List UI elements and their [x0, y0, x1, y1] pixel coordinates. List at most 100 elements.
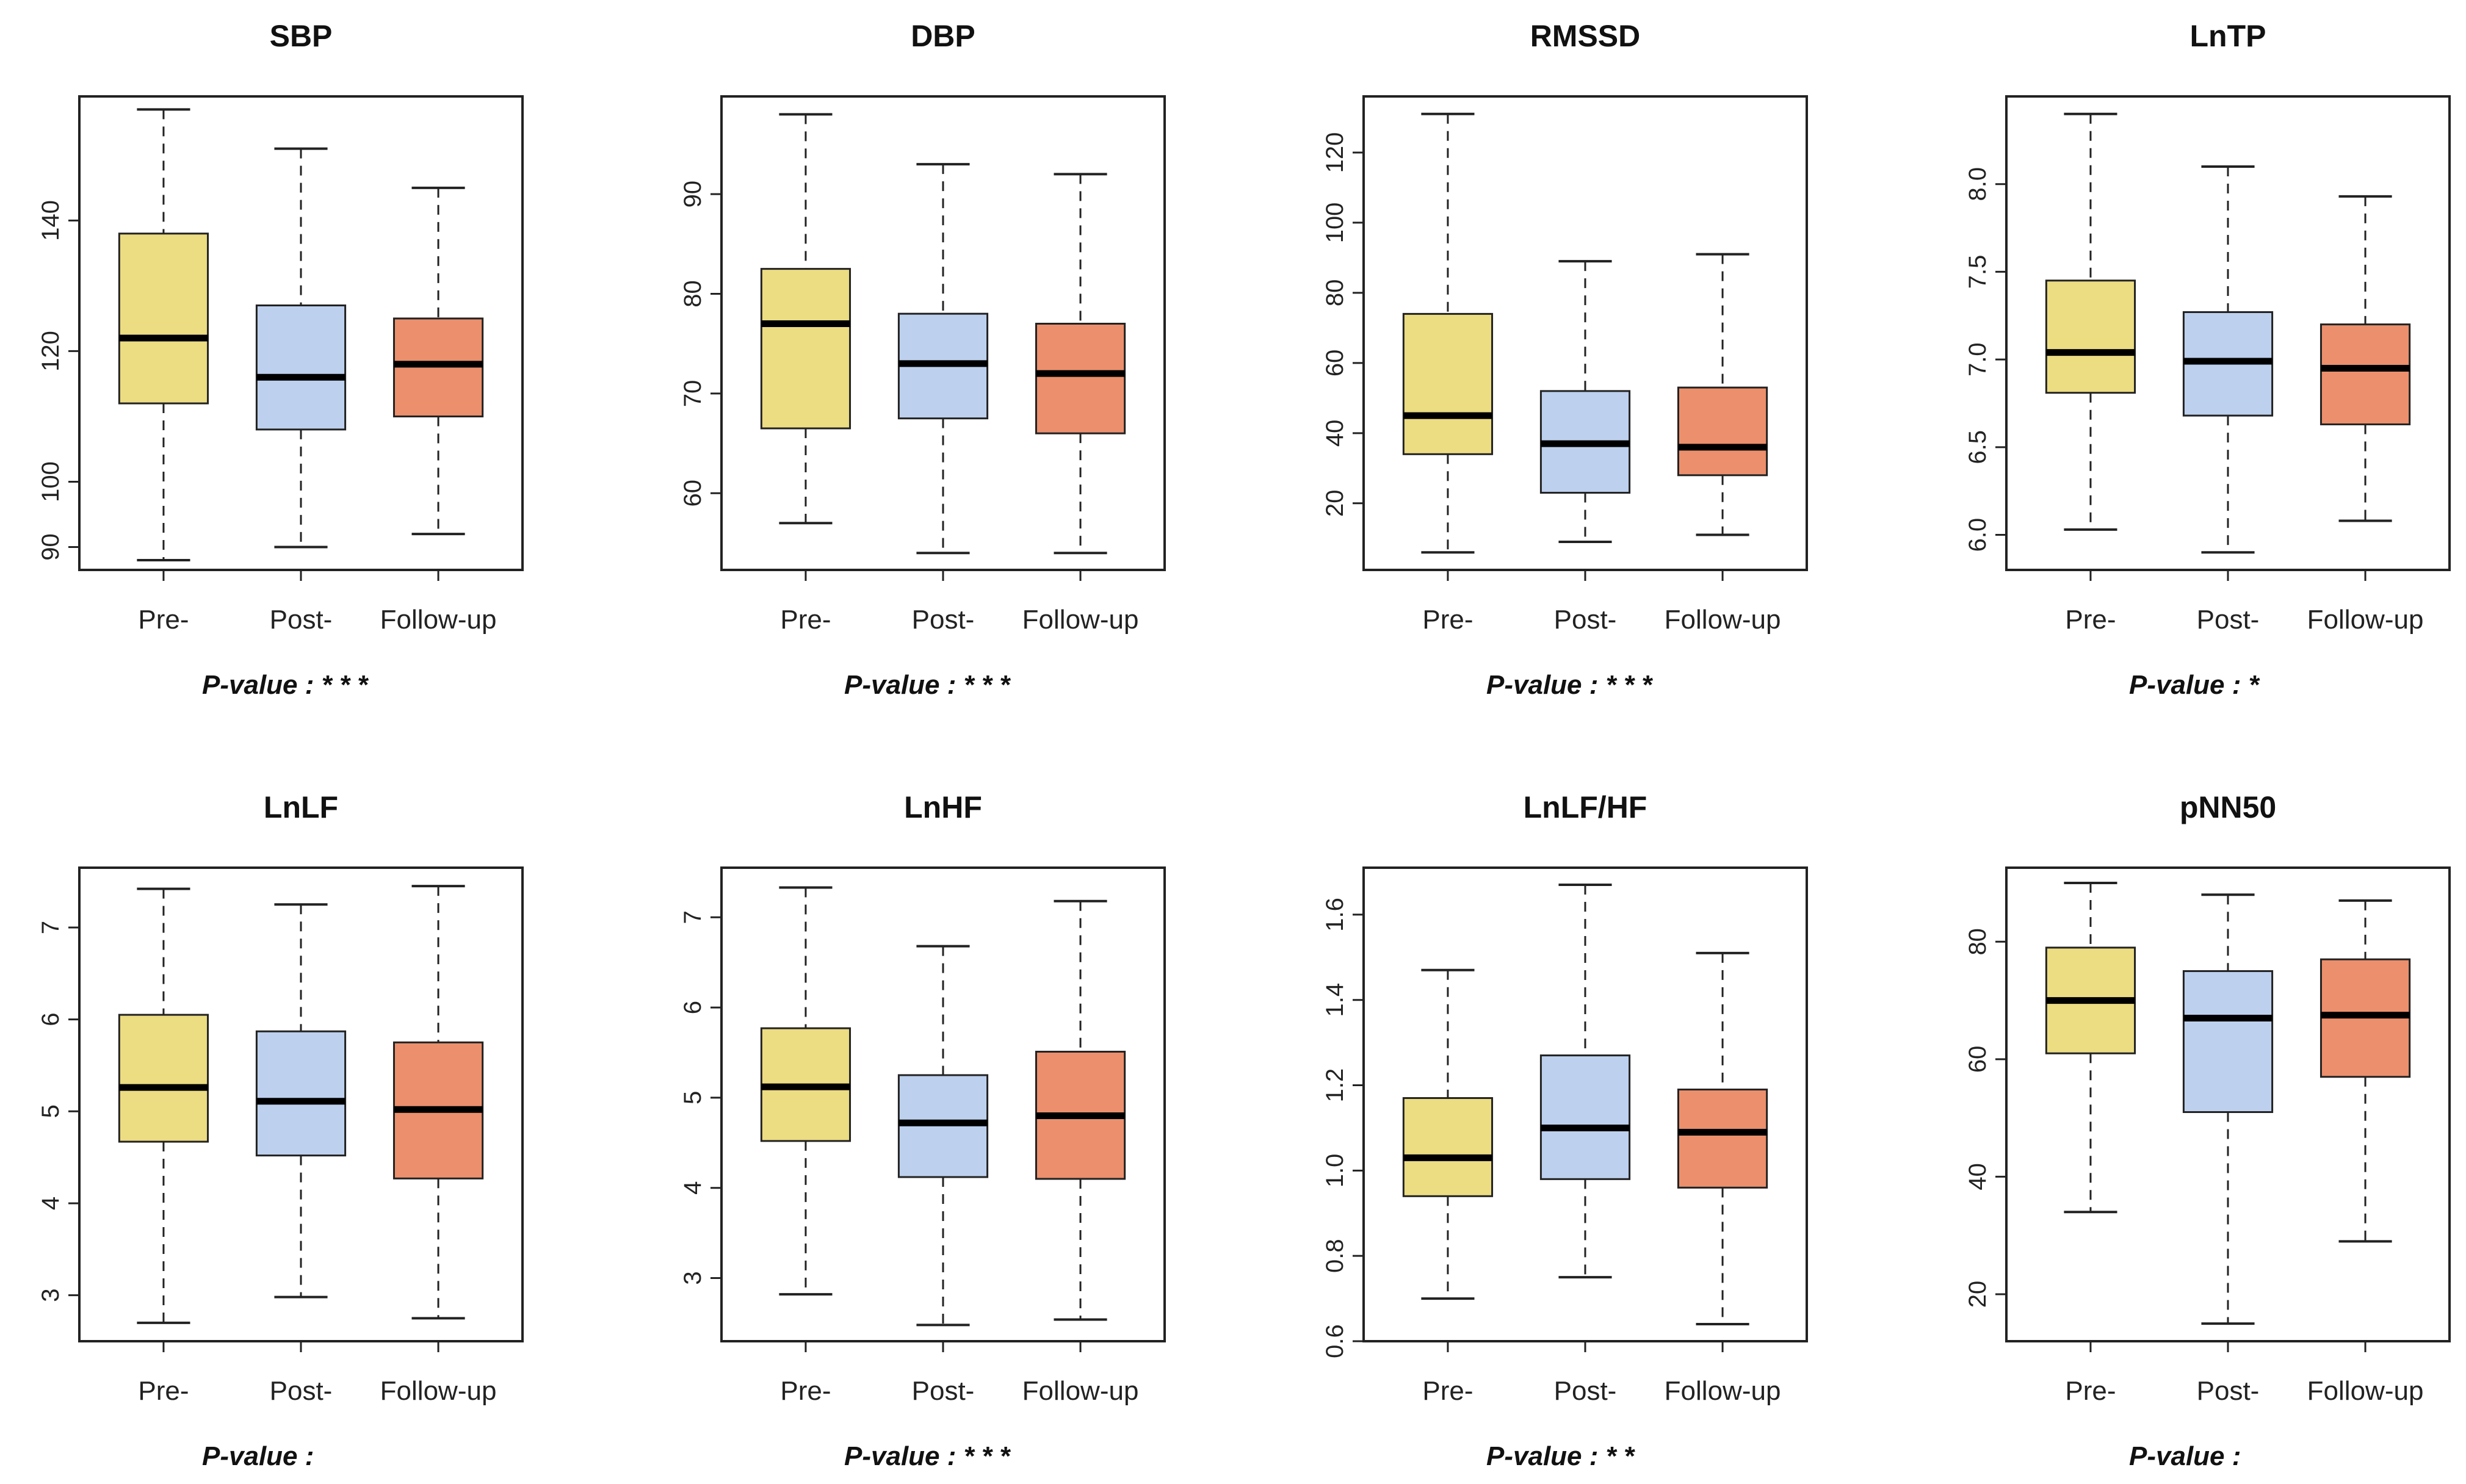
x-tick-label: Post- — [912, 1376, 975, 1406]
y-tick-label: 100 — [1322, 203, 1348, 243]
box-post — [1539, 883, 1631, 1279]
iqr-box — [1677, 386, 1768, 477]
x-tick-label: Pre- — [1422, 1376, 1473, 1406]
iqr-box — [760, 268, 852, 430]
panel-pnn50: pNN50 20 40 60 80 Pre- Post- Follow-up P-value : — [1964, 790, 2451, 1471]
x-tick-label: Pre- — [2065, 1376, 2116, 1406]
box-pre — [760, 886, 852, 1296]
box-pre — [118, 108, 209, 561]
pvalue-caption: P-value : * — [2129, 670, 2260, 700]
x-tick-label: Post- — [1554, 1376, 1617, 1406]
y-tick-label: 60 — [1964, 1046, 1991, 1073]
x-tick-label: Pre- — [780, 605, 831, 635]
x-tick-label: Pre- — [780, 1376, 831, 1406]
y-tick-label: 100 — [37, 461, 64, 502]
x-tick-label: Post- — [2197, 1376, 2260, 1406]
y-tick-label: 70 — [679, 380, 706, 408]
iqr-box — [118, 232, 209, 405]
pvalue-caption: P-value : * * — [1486, 1441, 1635, 1471]
y-tick-label: 5 — [679, 1091, 706, 1104]
iqr-box — [255, 1030, 347, 1157]
y-tick-label: 5 — [37, 1104, 64, 1118]
panel-title: LnLF/HF — [1524, 790, 1647, 824]
panel-sbp: SBP 90 100 120 140 Pre- Post- Follow-up P-value … — [37, 19, 524, 700]
box-followup — [392, 186, 484, 536]
pvalue-caption: P-value : * * * — [202, 670, 369, 700]
x-tick-label: Follow-up — [2307, 1376, 2424, 1406]
panel-title: LnTP — [2190, 19, 2266, 53]
y-tick-label: 6 — [37, 1012, 64, 1026]
y-tick-label: 6.5 — [1964, 430, 1991, 464]
panel-title: SBP — [270, 19, 333, 53]
box-post — [897, 945, 989, 1327]
box-followup — [392, 885, 484, 1320]
iqr-box — [2045, 279, 2136, 394]
x-tick-label: Follow-up — [380, 605, 497, 635]
pvalue-caption: P-value : * * * — [844, 1441, 1011, 1471]
panel-lnlf: LnLF 3 4 5 6 7 Pre- Post- Follow-up P-value : — [37, 790, 524, 1471]
box-followup — [1035, 899, 1126, 1321]
panel-dbp: DBP 60 70 80 90 Pre- Post- Follow-up P-value : *… — [679, 19, 1166, 700]
x-tick-label: Post- — [1554, 605, 1617, 635]
box-followup — [1677, 253, 1768, 536]
box-followup — [2320, 899, 2411, 1243]
panel-lntp: LnTP 6.0 6.5 7.0 7.5 8.0 Pre- Post- Follow-up P-v… — [1964, 19, 2451, 700]
y-tick-label: 8.0 — [1964, 167, 1991, 201]
y-tick-label: 4 — [37, 1197, 64, 1210]
box-pre — [1402, 968, 1494, 1300]
y-tick-label: 90 — [37, 533, 64, 561]
box-post — [2182, 165, 2274, 554]
iqr-box — [118, 1014, 209, 1143]
y-tick-label: 4 — [679, 1181, 706, 1195]
pvalue-caption: P-value : — [202, 1441, 314, 1471]
y-tick-label: 140 — [37, 200, 64, 241]
y-tick-label: 20 — [1322, 490, 1348, 517]
x-tick-label: Follow-up — [1665, 1376, 1781, 1406]
y-tick-label: 0.8 — [1322, 1239, 1348, 1273]
panel-lnhf: LnHF 3 4 5 6 7 Pre- Post- Follow-up P-value : * *… — [679, 790, 1166, 1471]
x-tick-label: Post- — [270, 605, 333, 635]
pvalue-caption: P-value : * * * — [844, 670, 1011, 700]
box-post — [1539, 260, 1631, 544]
y-tick-label: 1.0 — [1322, 1154, 1348, 1188]
box-followup — [2320, 195, 2411, 522]
y-tick-label: 60 — [679, 480, 706, 507]
y-tick-label: 120 — [1322, 132, 1348, 173]
x-tick-label: Pre- — [2065, 605, 2116, 635]
panel-title: RMSSD — [1530, 19, 1641, 53]
box-post — [255, 903, 347, 1298]
x-tick-label: Follow-up — [2307, 605, 2424, 635]
box-post — [897, 163, 989, 555]
box-pre — [760, 113, 852, 525]
y-tick-label: 20 — [1964, 1281, 1991, 1308]
box-post — [255, 147, 347, 549]
y-tick-label: 60 — [1322, 350, 1348, 377]
y-tick-label: 0.6 — [1322, 1324, 1348, 1358]
panel-lnlf-hf: LnLF/HF 0.6 0.8 1.0 1.2 1.4 1.6 Pre- Post- Follow… — [1322, 790, 1808, 1471]
panel-title: LnLF — [264, 790, 338, 824]
panel-title: DBP — [911, 19, 975, 53]
y-tick-label: 3 — [37, 1289, 64, 1302]
iqr-box — [1402, 1097, 1494, 1197]
y-tick-label: 80 — [679, 280, 706, 308]
box-followup — [1677, 951, 1768, 1326]
pvalue-caption: P-value : * * * — [1486, 670, 1653, 700]
iqr-box — [1035, 322, 1126, 434]
panel-rmssd: RMSSD 20 40 60 80 100 120 Pre- Post- Follow-up P-v… — [1322, 19, 1808, 700]
x-tick-label: Post- — [912, 605, 975, 635]
y-tick-label: 7.5 — [1964, 255, 1991, 289]
y-tick-label: 80 — [1964, 928, 1991, 956]
iqr-box — [2320, 323, 2411, 425]
panel-title: LnHF — [904, 790, 982, 824]
panel-title: pNN50 — [2180, 790, 2276, 824]
box-followup — [1035, 173, 1126, 555]
box-pre — [2045, 882, 2136, 1214]
y-tick-label: 1.4 — [1322, 983, 1348, 1017]
y-tick-label: 7.0 — [1964, 342, 1991, 376]
iqr-box — [1402, 312, 1494, 455]
pvalue-caption: P-value : — [2129, 1441, 2241, 1471]
x-tick-label: Post- — [2197, 605, 2260, 635]
x-tick-label: Follow-up — [1022, 1376, 1139, 1406]
box-post — [2182, 893, 2274, 1325]
x-tick-label: Follow-up — [1022, 605, 1139, 635]
